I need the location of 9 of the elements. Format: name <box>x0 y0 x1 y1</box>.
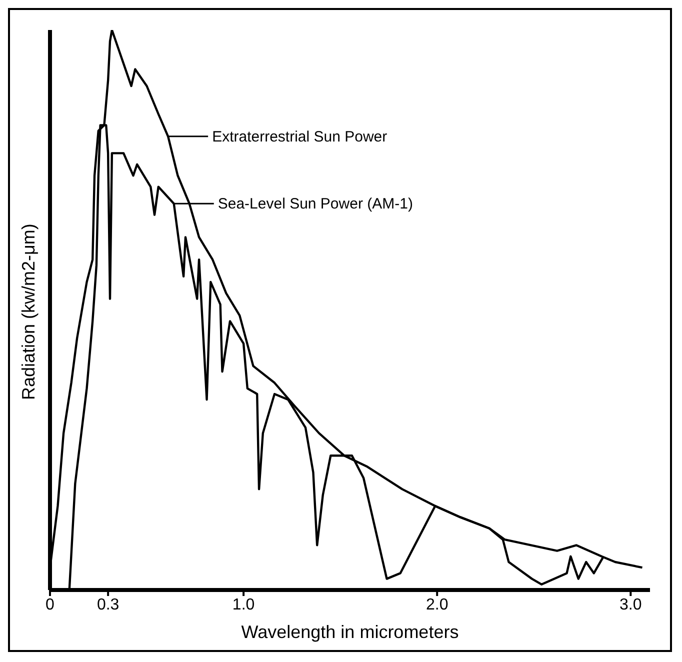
legend-label: Sea-Level Sun Power (AM-1) <box>218 196 413 213</box>
x-tick-label: 0.3 <box>96 596 120 614</box>
y-axis-title: Radiation (kw/m2-μm) <box>18 224 38 400</box>
x-axis-title: Wavelength in micrometers <box>241 622 459 642</box>
x-tick-label: 1.0 <box>232 596 255 614</box>
x-tick-label: 0 <box>46 596 55 614</box>
x-tick-label: 3.0 <box>620 596 642 614</box>
legend-label: Extraterrestrial Sun Power <box>212 128 388 146</box>
x-tick-label: 2.0 <box>426 596 448 614</box>
